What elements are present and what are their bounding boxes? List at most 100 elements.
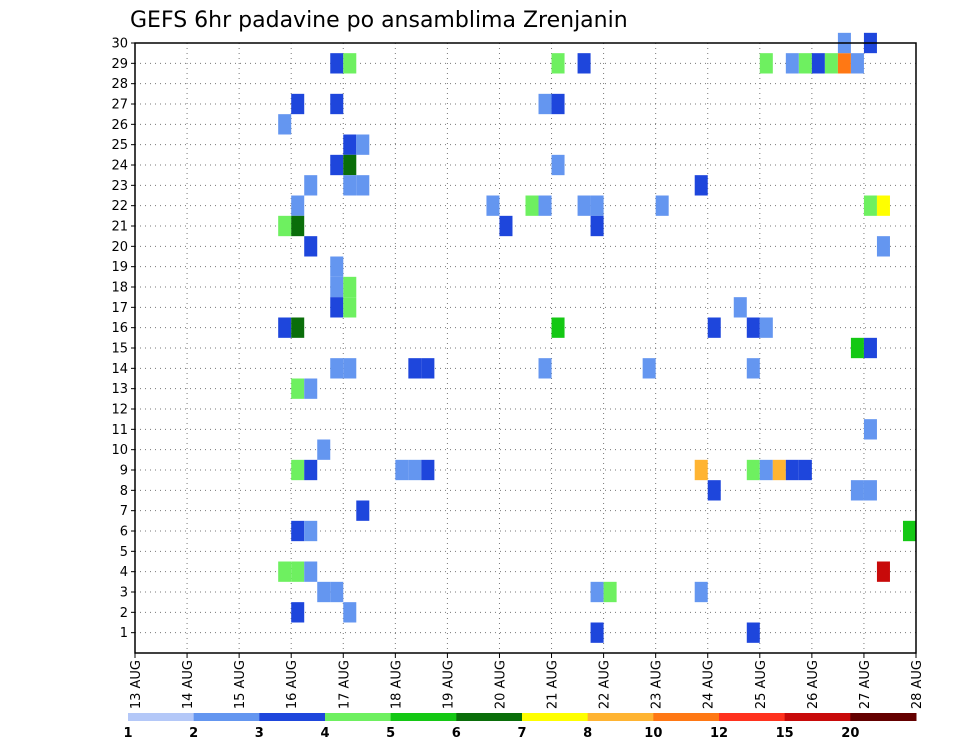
data-cell [590,622,604,643]
data-cell [707,480,721,501]
y-tick-label: 12 [111,403,128,418]
y-tick-label: 10 [111,443,128,458]
data-cell [538,195,552,216]
data-cell [772,459,786,481]
x-tick-label: 21 AUG [546,660,561,709]
data-cell [876,561,890,582]
y-tick-label: 26 [111,118,128,133]
data-cell [577,195,591,216]
data-cell [785,459,799,481]
x-tick-label: 14 AUG [181,660,196,709]
y-tick-label: 22 [111,199,128,214]
x-tick-label: 25 AUG [754,660,769,709]
data-cell [343,53,357,74]
data-cell [642,358,656,379]
data-cell [291,378,305,399]
data-cell [304,459,318,481]
legend-swatch [587,713,654,721]
grid-lines [135,43,916,653]
y-tick-label: 28 [111,77,128,92]
data-cell [330,276,344,298]
y-tick-label: 17 [111,301,128,316]
x-tick-label: 19 AUG [441,660,456,709]
data-cell [330,93,344,115]
data-cell [330,581,344,603]
data-cell [291,195,305,216]
x-axis: 13 AUG 14 AUG 15 AUG 16 AUG 17 AUG 18 AUG 19 A… [129,653,925,709]
data-cell [421,358,435,379]
data-cell [304,561,318,582]
y-tick-label: 25 [111,138,128,153]
legend-swatch [719,713,786,721]
y-tick-label: 4 [120,565,128,580]
data-cell [850,53,864,74]
legend-swatch [784,713,851,721]
legend-label: 10 [644,726,662,741]
y-tick-label: 3 [120,586,128,601]
y-tick-label: 30 [111,37,128,52]
x-tick-label: 27 AUG [858,660,873,709]
data-cell [408,358,422,379]
data-cell [330,154,344,176]
x-tick-label: 22 AUG [598,660,613,709]
legend-label: 5 [386,726,395,741]
y-tick-label: 13 [111,382,128,397]
legend-label: 2 [189,726,198,741]
y-tick-label: 18 [111,281,128,296]
data-cell [694,175,708,196]
data-cell [499,215,513,237]
legend-swatch [522,713,589,721]
data-cell [863,480,877,501]
legend-label: 12 [710,726,728,741]
y-tick-label: 8 [120,484,128,499]
legend-swatch [128,713,195,721]
data-cell [304,236,318,257]
data-cell [291,520,305,542]
x-tick-label: 17 AUG [337,660,352,709]
chart-title: GEFS 6hr padavine po ansamblima Zrenjani… [130,8,628,33]
data-cell [694,581,708,603]
y-tick-label: 7 [120,504,128,519]
data-cell [551,154,565,176]
data-cell [343,154,357,176]
x-tick-label: 23 AUG [650,660,665,709]
data-cell [551,93,565,115]
data-cell [395,459,409,481]
data-cell [356,175,370,196]
legend-swatch [850,713,917,721]
data-cell [343,175,357,196]
data-cell [343,297,357,318]
data-cell [590,581,604,603]
data-cell [824,53,838,74]
data-cell [343,276,357,298]
y-tick-label: 14 [111,362,128,377]
data-cell [525,195,539,216]
data-cell [603,581,617,603]
data-cell [902,520,916,542]
data-cell [343,358,357,379]
data-cell [278,114,292,135]
legend-swatch [193,713,260,721]
data-cell [551,317,565,338]
color-legend: 1 2 3 4 5 6 7 8 10 12 15 20 [123,713,917,741]
legend-label: 1 [123,726,132,741]
data-cell [278,561,292,582]
y-tick-label: 2 [120,606,128,621]
data-cell [655,195,669,216]
y-tick-label: 15 [111,342,128,357]
data-cell [538,358,552,379]
y-tick-label: 16 [111,321,128,336]
data-cell [304,378,318,399]
legend-label: 15 [776,726,794,741]
x-tick-label: 20 AUG [493,660,508,709]
data-cell [694,459,708,481]
legend-swatch [456,713,523,721]
legend-label: 6 [452,726,461,741]
data-cell [330,358,344,379]
data-cell [759,53,773,74]
data-cell [798,53,812,74]
legend-label: 4 [320,726,329,741]
y-tick-label: 9 [120,464,128,479]
y-axis: 1234567891011121314151617181920212223242… [111,37,135,641]
